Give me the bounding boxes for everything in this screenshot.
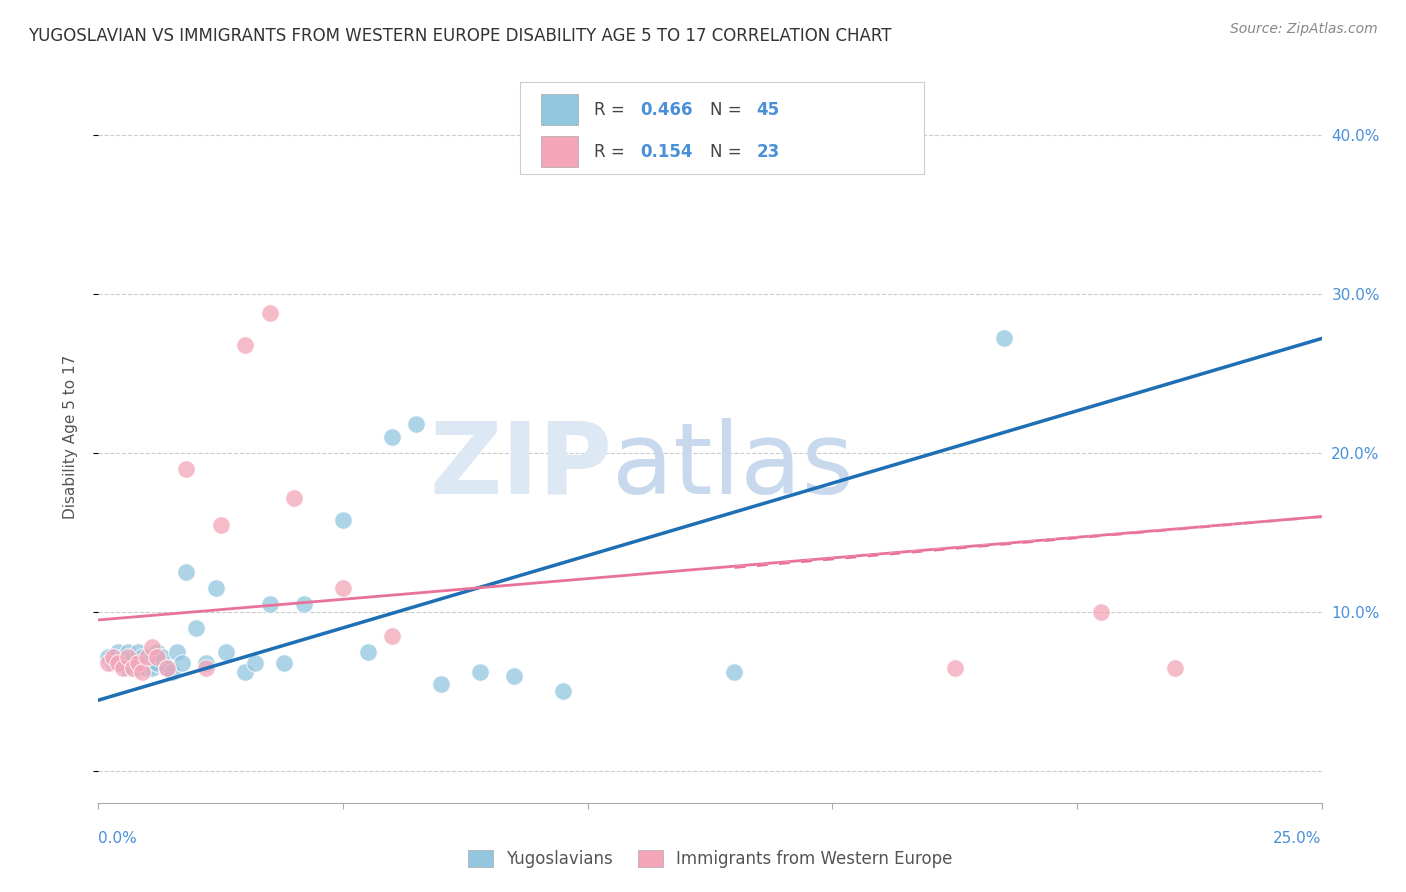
Legend: Yugoslavians, Immigrants from Western Europe: Yugoslavians, Immigrants from Western Eu… (461, 844, 959, 875)
Point (381, 629, 404, 643)
Point (97, 649, 120, 664)
Point (160, 665, 183, 680)
Point (131, 656, 153, 670)
Point (176, 462, 198, 476)
Point (209, 517, 232, 532)
Point (97, 656, 120, 670)
Point (156, 660, 179, 674)
Y-axis label: Disability Age 5 to 17: Disability Age 5 to 17 (63, 355, 77, 519)
Point (101, 656, 124, 670)
Point (117, 645, 139, 659)
Point (292, 597, 315, 611)
Point (146, 656, 169, 670)
Point (283, 491, 305, 505)
Text: 0.154: 0.154 (640, 143, 693, 161)
Text: Source: ZipAtlas.com: Source: ZipAtlas.com (1230, 22, 1378, 37)
Point (553, 684, 575, 698)
Point (259, 306, 281, 320)
Text: N =: N = (710, 143, 747, 161)
Point (107, 656, 129, 670)
Point (381, 430, 404, 444)
Point (233, 665, 256, 680)
Point (166, 645, 188, 659)
Point (127, 656, 149, 670)
FancyBboxPatch shape (520, 82, 924, 174)
Text: 23: 23 (756, 143, 780, 161)
Point (141, 640, 163, 654)
Point (121, 660, 143, 674)
Text: 25.0%: 25.0% (1274, 831, 1322, 847)
Text: R =: R = (593, 101, 630, 119)
Point (136, 649, 159, 664)
Point (121, 649, 143, 664)
Point (233, 338, 256, 352)
Point (845, 99, 868, 113)
Point (195, 660, 218, 674)
Point (117, 660, 139, 674)
Point (723, 665, 745, 680)
Text: atlas: atlas (612, 417, 853, 515)
Point (356, 645, 378, 659)
Point (170, 656, 193, 670)
Point (259, 597, 281, 611)
Point (943, 660, 966, 674)
Point (127, 660, 149, 674)
Point (430, 676, 453, 690)
Point (156, 660, 179, 674)
Point (150, 649, 173, 664)
Text: 0.466: 0.466 (640, 101, 693, 119)
Point (205, 581, 228, 595)
Point (214, 645, 236, 659)
Point (107, 656, 129, 670)
Point (111, 649, 134, 664)
Bar (541, 95, 578, 125)
Point (121, 660, 143, 674)
Point (146, 649, 169, 664)
Point (101, 649, 124, 664)
Point (111, 660, 134, 674)
Point (405, 417, 427, 432)
Point (146, 645, 169, 659)
Point (1164, 660, 1187, 674)
Text: R =: R = (593, 143, 630, 161)
Point (195, 656, 218, 670)
Point (243, 656, 266, 670)
Point (273, 656, 295, 670)
Text: 45: 45 (756, 101, 780, 119)
Point (993, 331, 1015, 345)
Point (468, 665, 491, 680)
Point (332, 581, 354, 595)
Point (176, 566, 198, 580)
Point (136, 660, 159, 674)
Point (127, 645, 149, 659)
Point (141, 660, 163, 674)
Text: 0.0%: 0.0% (98, 831, 138, 847)
Point (131, 649, 153, 664)
Point (111, 656, 134, 670)
Point (107, 645, 129, 659)
Text: N =: N = (710, 101, 747, 119)
Point (131, 665, 153, 680)
Text: ZIP: ZIP (429, 417, 612, 515)
Text: YUGOSLAVIAN VS IMMIGRANTS FROM WESTERN EUROPE DISABILITY AGE 5 TO 17 CORRELATION: YUGOSLAVIAN VS IMMIGRANTS FROM WESTERN E… (28, 27, 891, 45)
Point (186, 621, 208, 635)
Point (1090, 605, 1112, 619)
Point (136, 656, 159, 670)
Point (117, 649, 139, 664)
Point (503, 668, 526, 682)
Point (332, 513, 354, 527)
Bar (541, 136, 578, 167)
